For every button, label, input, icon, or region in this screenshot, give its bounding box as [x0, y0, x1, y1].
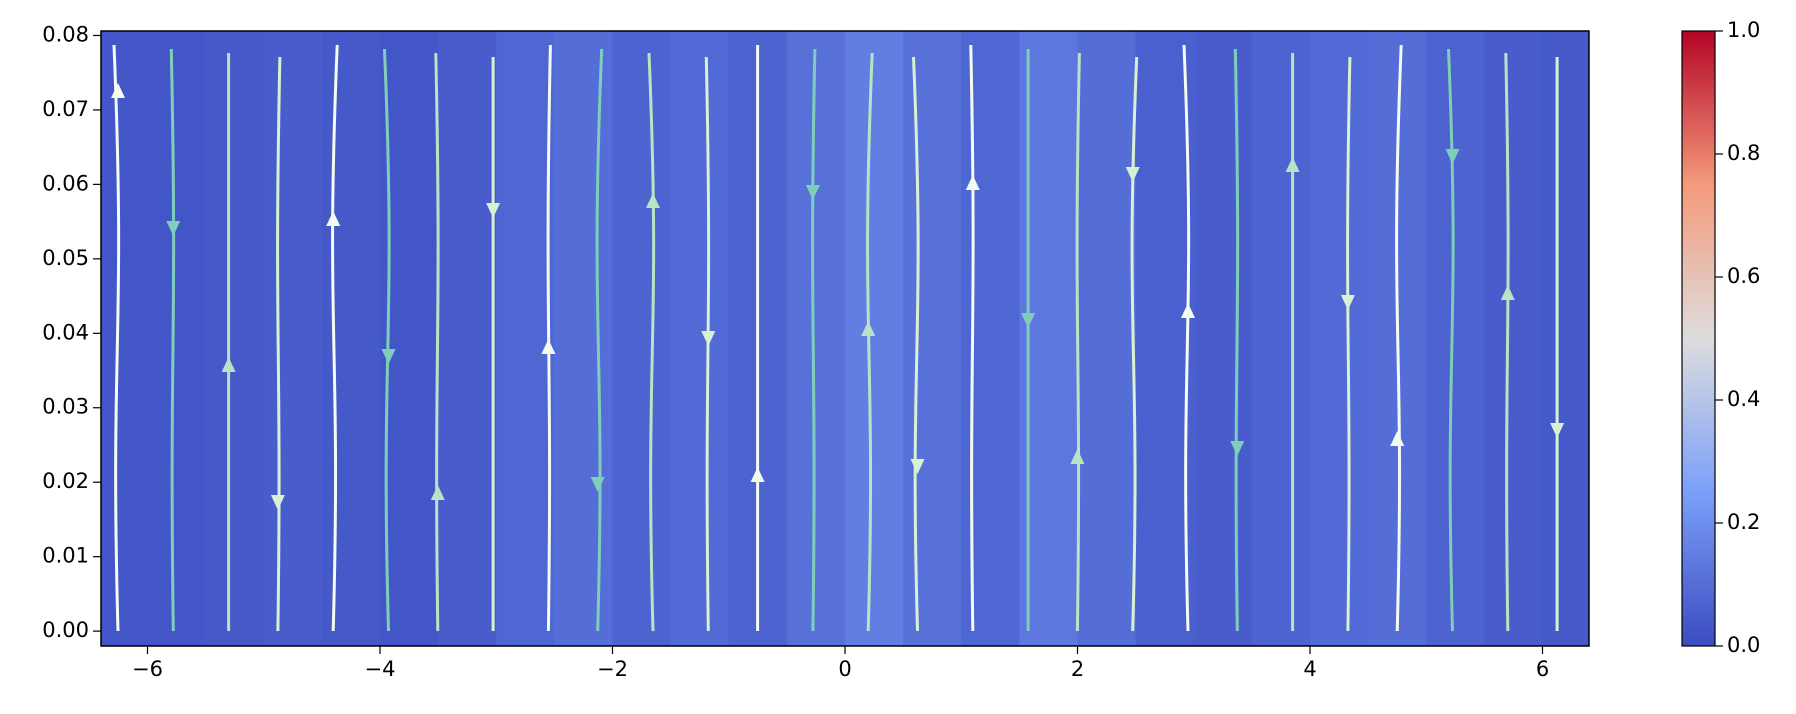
y-tick-label: 0.06: [42, 171, 89, 195]
heat-cell: [321, 31, 381, 646]
stream-arrow: [430, 485, 445, 500]
streamline: [595, 48, 604, 632]
colorbar-tick-label: 0.8: [1727, 141, 1760, 165]
heat-cell: [1135, 31, 1195, 646]
y-tick-label: 0.04: [42, 320, 89, 344]
heat-cell: [612, 31, 672, 646]
heat-cell: [1077, 31, 1137, 646]
heat-cell: [496, 31, 555, 646]
streamline: [383, 48, 391, 632]
stream-arrow: [1500, 285, 1515, 300]
y-tick-label: 0.01: [42, 544, 89, 568]
stream-arrow: [221, 357, 236, 372]
streamline: [434, 52, 440, 632]
streamline: [1395, 44, 1403, 632]
stream-arrow: [646, 193, 660, 208]
y-tick-label: 0.03: [42, 395, 89, 419]
heat-cell: [263, 31, 323, 646]
stream-arrow: [326, 211, 341, 226]
streamline: [912, 56, 920, 632]
x-tick-label: 0: [838, 657, 851, 681]
heat-cell: [380, 31, 439, 646]
stream-arrow: [861, 321, 876, 336]
x-tick-label: 2: [1071, 657, 1084, 681]
colorbar-tick-label: 0.2: [1727, 510, 1760, 534]
streamline: [1346, 56, 1352, 632]
streamline: [969, 44, 975, 632]
stream-arrow: [1125, 167, 1140, 182]
streamline: [811, 48, 817, 632]
colorbar-tick-label: 0.6: [1727, 264, 1760, 288]
x-tick-label: −2: [597, 657, 628, 681]
colorbar-tick-label: 0.4: [1727, 387, 1760, 411]
heat-cell: [1251, 31, 1311, 646]
heat-cell: [147, 31, 207, 646]
streamline: [1075, 52, 1081, 632]
streamline: [276, 56, 282, 632]
stream-arrow: [270, 495, 285, 510]
stream-arrow: [381, 349, 396, 364]
stream-arrow: [1445, 149, 1460, 164]
stream-arrow: [910, 459, 925, 474]
y-tick-label: 0.00: [42, 618, 89, 642]
colorbar-tick-label: 1.0: [1727, 18, 1760, 42]
streamline: [1233, 48, 1240, 632]
heatmap: [101, 31, 1589, 646]
colorbar-tick-label: 0.0: [1727, 633, 1760, 657]
stream-arrow: [1070, 449, 1085, 464]
x-tick-label: −4: [365, 657, 396, 681]
streamline: [866, 52, 874, 632]
streamline: [1130, 56, 1139, 632]
streamlines: [111, 44, 1565, 632]
colorbar: [1681, 30, 1716, 647]
stream-arrow: [1181, 303, 1195, 318]
stream-arrow: [166, 221, 181, 236]
streamline: [546, 44, 552, 632]
streamline: [169, 48, 176, 632]
y-tick-label: 0.02: [42, 469, 89, 493]
stream-arrow: [111, 83, 125, 98]
stream-arrow: [965, 175, 980, 190]
stream-arrow: [805, 185, 820, 200]
stream-arrow: [1550, 423, 1565, 438]
stream-arrow: [1021, 313, 1036, 328]
heat-cell: [845, 31, 904, 646]
streamline: [647, 52, 656, 632]
x-tick-label: −6: [132, 657, 163, 681]
stream-arrow: [701, 331, 716, 346]
heat-cell: [438, 31, 497, 646]
streamline: [1182, 44, 1191, 632]
heat-cell: [1542, 31, 1589, 646]
heat-cell: [101, 31, 148, 646]
stream-arrow: [750, 467, 765, 482]
stream-arrow: [1390, 431, 1405, 446]
y-tick-label: 0.08: [42, 22, 89, 46]
stream-arrow: [541, 339, 556, 354]
heat-cell: [554, 31, 613, 646]
streamline: [112, 44, 121, 632]
stream-arrow: [1230, 441, 1245, 456]
heat-cell: [670, 31, 730, 646]
heat-cell: [1426, 31, 1485, 646]
y-tick-label: 0.05: [42, 246, 89, 270]
heat-cell: [961, 31, 1020, 646]
heat-cell: [903, 31, 962, 646]
stream-arrow: [1285, 157, 1300, 172]
stream-arrow: [486, 203, 501, 218]
y-tick-label: 0.07: [42, 97, 89, 121]
streamline: [1504, 52, 1510, 632]
heat-cell: [1484, 31, 1543, 646]
heat-cell: [1193, 31, 1253, 646]
streamline: [331, 44, 339, 632]
x-tick-label: 6: [1536, 657, 1549, 681]
heat-cell: [205, 31, 265, 646]
heat-cell: [1310, 31, 1369, 646]
x-tick-label: 4: [1303, 657, 1316, 681]
stream-arrow: [590, 477, 605, 492]
stream-arrow: [1340, 295, 1355, 310]
heat-cell: [786, 31, 846, 646]
